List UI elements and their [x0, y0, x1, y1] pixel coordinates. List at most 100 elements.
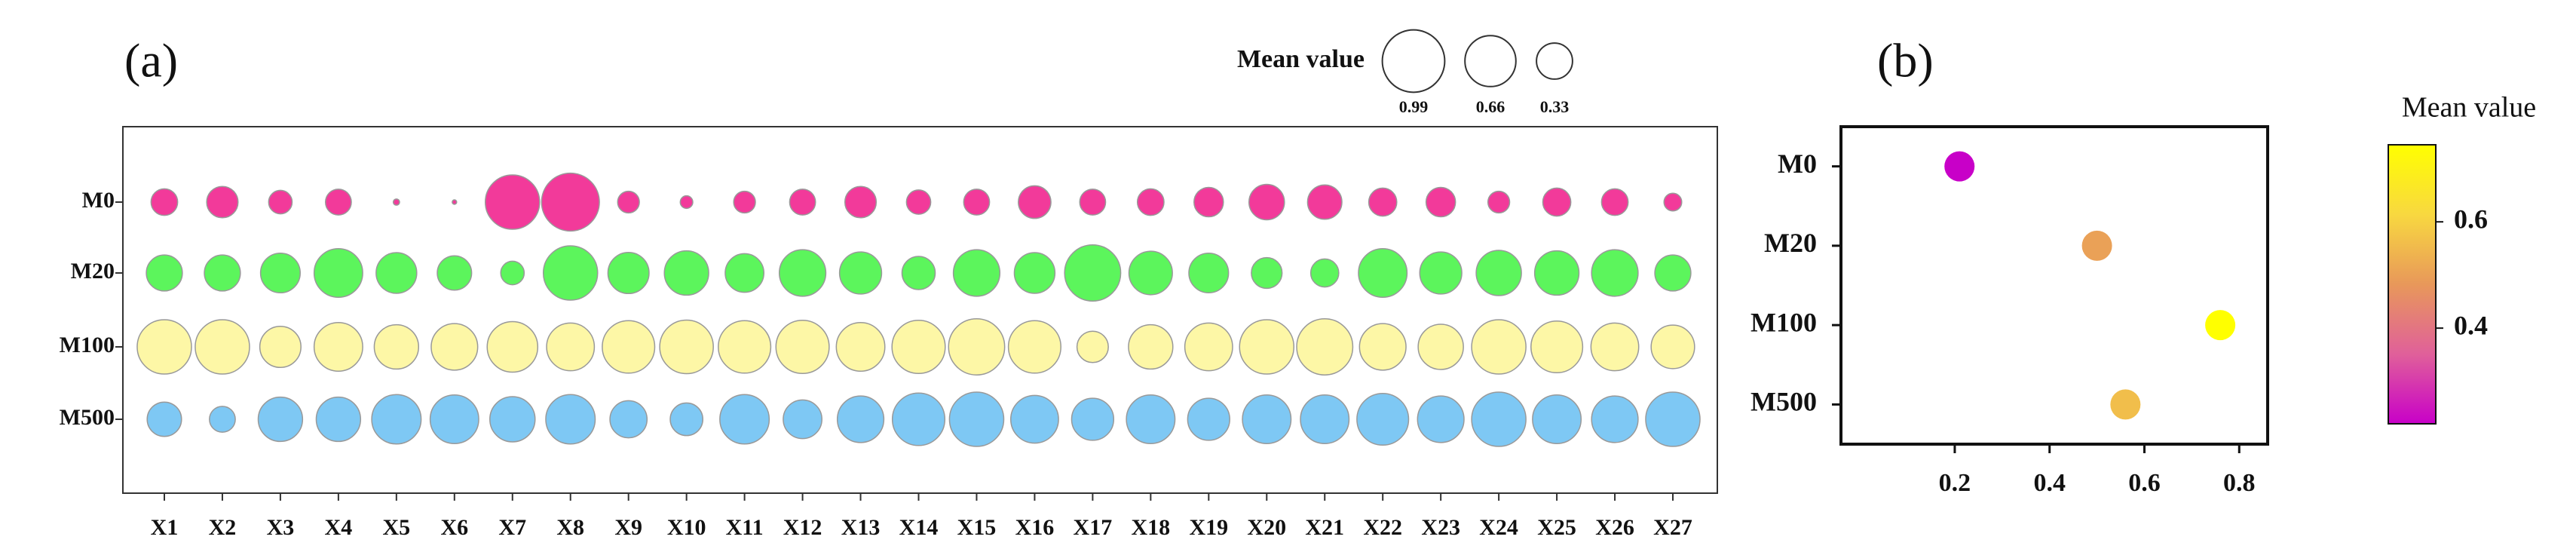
- bubble: [1663, 192, 1683, 212]
- bubble: [1309, 258, 1340, 288]
- bubble: [789, 189, 816, 216]
- bubble: [1071, 397, 1115, 441]
- x-tick-label: X3: [267, 515, 295, 540]
- x-tick-label: 0.8: [2223, 469, 2256, 497]
- bubble: [733, 190, 756, 214]
- panel-label: (a): [124, 34, 178, 87]
- bubble: [905, 189, 932, 215]
- y-tick-label: M500: [1751, 387, 1817, 417]
- bubble: [1079, 189, 1107, 216]
- bubble: [136, 319, 192, 375]
- size-legend-label: 0.99: [1399, 97, 1429, 116]
- x-tick-label: X27: [1653, 515, 1692, 540]
- size-legend-title: Mean value: [1237, 45, 1365, 73]
- bubble: [436, 255, 473, 291]
- bubble: [1654, 254, 1692, 292]
- x-tick-label: X8: [556, 515, 584, 540]
- bubble: [1487, 190, 1511, 214]
- bubble: [452, 199, 458, 205]
- bubble: [1542, 187, 1572, 217]
- x-tick-label: X15: [957, 515, 997, 540]
- bubble: [373, 323, 420, 370]
- bubble: [1425, 186, 1456, 218]
- bubble: [1591, 395, 1639, 443]
- bubble: [259, 252, 301, 294]
- bubble: [489, 396, 536, 443]
- y-tick-label: M100: [60, 333, 115, 357]
- x-tick-label: X22: [1363, 515, 1402, 540]
- bubble: [901, 256, 936, 290]
- bubble: [313, 322, 363, 372]
- bubble: [430, 323, 479, 371]
- plot-frame: [1839, 125, 2269, 446]
- x-tick-label: X26: [1595, 515, 1634, 540]
- bubble: [1251, 256, 1283, 290]
- bubble: [1368, 187, 1398, 217]
- size-legend-circle: [1381, 29, 1446, 94]
- bubble: [1193, 186, 1224, 218]
- bubble: [663, 250, 709, 296]
- x-tick-label: 0.4: [2033, 469, 2066, 497]
- bubble: [669, 402, 704, 437]
- bubble: [1128, 250, 1173, 296]
- bubble: [392, 198, 400, 206]
- bubble: [1064, 244, 1122, 302]
- bubble: [1306, 184, 1343, 220]
- size-legend-label: 0.33: [1540, 97, 1570, 116]
- bubble: [500, 260, 525, 286]
- bubble: [371, 394, 422, 445]
- bubble: [1248, 183, 1285, 221]
- bubble: [718, 320, 772, 374]
- bubble: [679, 195, 694, 210]
- bubble: [541, 172, 600, 232]
- bubble: [150, 188, 179, 216]
- bubble: [948, 391, 1005, 447]
- x-tick-label: X5: [383, 515, 411, 540]
- x-tick-label: X21: [1305, 515, 1344, 540]
- size-legend-circle: [1536, 42, 1573, 80]
- bubble: [1475, 250, 1522, 296]
- bubble: [891, 319, 946, 375]
- bubble: [1126, 394, 1176, 444]
- bubble: [1600, 188, 1629, 216]
- size-legend-circle: [1464, 35, 1517, 87]
- bubble: [1128, 323, 1174, 370]
- bubble: [1239, 319, 1295, 375]
- x-tick-label: X17: [1074, 515, 1113, 540]
- colorbar-title: Mean value: [2402, 92, 2536, 124]
- bubble: [315, 396, 362, 443]
- bubble: [1358, 323, 1407, 371]
- colorbar-tick-label: 0.4: [2454, 310, 2488, 340]
- bubble: [209, 406, 236, 433]
- bubble: [1358, 248, 1408, 298]
- bubble: [838, 251, 883, 295]
- x-tick-label: X14: [899, 515, 939, 540]
- bubble: [1417, 323, 1464, 370]
- plot-frame: [122, 126, 1718, 494]
- x-tick-label: 0.6: [2128, 469, 2161, 497]
- x-tick-label: X19: [1189, 515, 1228, 540]
- colorbar-tick-label: 0.6: [2454, 204, 2488, 234]
- bubble: [486, 320, 539, 373]
- x-tick-label: 0.2: [1939, 469, 1971, 497]
- bubble: [313, 248, 363, 298]
- bubble: [545, 394, 596, 445]
- bubble: [206, 186, 239, 219]
- bubble: [609, 400, 648, 439]
- bubble: [952, 249, 1001, 297]
- x-tick-label: X4: [325, 515, 353, 540]
- bubble: [259, 325, 302, 369]
- bubble: [145, 254, 183, 292]
- colorbar: [2388, 144, 2437, 425]
- bubble: [146, 401, 182, 437]
- bubble: [1184, 322, 1233, 372]
- x-tick-label: X10: [667, 515, 706, 540]
- y-tick-label: M20: [71, 259, 115, 284]
- bubble: [1136, 188, 1165, 216]
- bubble: [1300, 394, 1350, 444]
- point: [1944, 151, 1975, 182]
- bubble: [617, 190, 640, 214]
- bubble: [659, 319, 714, 375]
- bubble: [891, 392, 946, 446]
- y-tick-label: M500: [60, 405, 115, 430]
